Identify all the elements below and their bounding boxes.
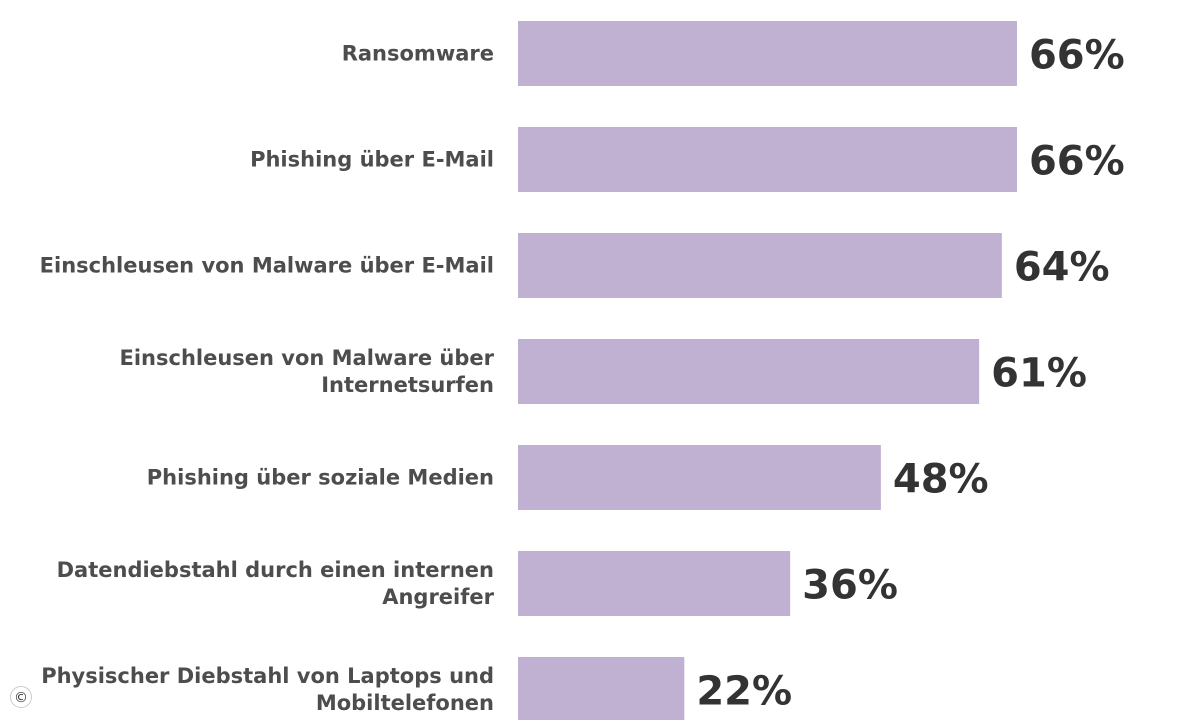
bar: [518, 445, 881, 510]
category-label-line: Angreifer: [382, 585, 494, 609]
value-label: 64%: [1014, 245, 1110, 291]
bar: [518, 551, 791, 616]
category-label: Phishing über E-Mail: [250, 148, 494, 172]
bar: [518, 657, 685, 720]
category-labels-layer: Ransomware Phishing über E-Mail Einschleus…: [40, 42, 495, 716]
value-labels-layer: 66% 66% 64% 61% 48% 36% 22%: [696, 33, 1124, 715]
value-label: 48%: [893, 457, 989, 503]
category-label: Einschleusen von Malware über Internetsur…: [120, 346, 495, 397]
value-label: 66%: [1029, 139, 1125, 185]
value-label: 66%: [1029, 33, 1125, 79]
category-label-line: Mobiltelefonen: [316, 691, 494, 715]
bar: [518, 339, 980, 404]
category-label-line: Physischer Diebstahl von Laptops und: [41, 664, 494, 688]
copyright-icon: ©: [10, 686, 32, 708]
category-label-line: Einschleusen von Malware über: [120, 346, 495, 370]
value-label: 61%: [991, 351, 1087, 397]
category-label: Ransomware: [342, 42, 494, 66]
bar: [518, 127, 1017, 192]
category-label: Physischer Diebstahl von Laptops und Mobi…: [41, 664, 494, 715]
value-label: 36%: [802, 563, 898, 609]
category-label-line: Einschleusen von Malware über E-Mail: [40, 254, 494, 278]
category-label: Datendiebstahl durch einen internen Angre…: [57, 558, 495, 609]
category-label: Einschleusen von Malware über E-Mail: [40, 254, 494, 278]
category-label-line: Datendiebstahl durch einen internen: [57, 558, 494, 582]
value-label: 22%: [696, 669, 792, 715]
category-label-line: Ransomware: [342, 42, 494, 66]
category-label-line: Phishing über E-Mail: [250, 148, 494, 172]
bars-layer: [518, 21, 1017, 720]
bar: [518, 233, 1002, 298]
category-label-line: Phishing über soziale Medien: [147, 466, 494, 490]
bar: [518, 21, 1017, 86]
category-label-line: Internetsurfen: [321, 373, 494, 397]
category-label: Phishing über soziale Medien: [147, 466, 494, 490]
